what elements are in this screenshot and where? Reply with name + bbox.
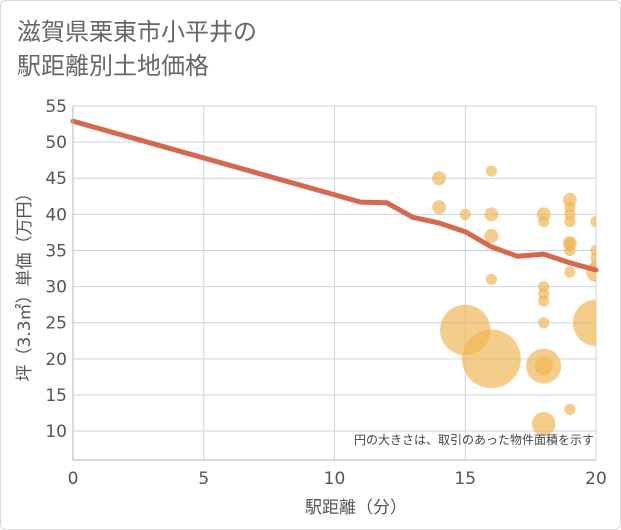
tick-labels: 10 15 20 25 30 35 40 45 50 55 0 5 10 15 20 xyxy=(45,97,606,489)
y-axis-title: 坪（3.3㎡）単価（万円） xyxy=(15,184,35,381)
data-point xyxy=(484,207,499,222)
x-tick-label: 10 xyxy=(324,469,346,489)
data-point xyxy=(485,165,497,177)
axes xyxy=(72,106,596,461)
trend-line-group xyxy=(70,118,599,273)
x-tick-label: 20 xyxy=(585,469,607,489)
data-point xyxy=(538,317,550,329)
data-point xyxy=(531,411,556,436)
data-points xyxy=(432,165,596,436)
data-point xyxy=(485,273,497,285)
data-point xyxy=(564,215,576,228)
data-point xyxy=(534,356,553,376)
x-tick-label: 15 xyxy=(454,469,476,489)
data-point xyxy=(432,200,447,215)
grid-lines xyxy=(72,105,597,460)
y-tick-label: 40 xyxy=(45,205,67,225)
y-tick-label: 25 xyxy=(45,314,67,334)
y-tick-label: 15 xyxy=(45,386,67,406)
data-point xyxy=(590,215,596,228)
data-point xyxy=(564,244,576,257)
trend-line xyxy=(70,118,599,273)
y-tick-label: 50 xyxy=(45,133,67,153)
x-tick-label: 0 xyxy=(68,469,79,489)
data-point xyxy=(459,208,471,220)
y-tick-label: 35 xyxy=(45,241,67,261)
data-point xyxy=(538,295,550,307)
data-point xyxy=(462,329,521,389)
y-tick-label: 55 xyxy=(45,97,67,117)
x-axis-title: 駅距離（分） xyxy=(305,498,407,518)
data-point xyxy=(432,171,447,186)
data-point xyxy=(484,229,499,244)
y-tick-label: 20 xyxy=(45,350,67,370)
chart-title-line-2: 駅距離別土地価格 xyxy=(17,52,209,80)
y-tick-label: 30 xyxy=(45,278,67,298)
size-note: 円の大きさは、取引のあった物件面積を示す xyxy=(354,432,594,447)
y-tick-label: 45 xyxy=(45,169,67,189)
data-point xyxy=(564,266,576,278)
chart-title: 滋賀県栗東市小平井の 駅距離別土地価格 xyxy=(17,15,257,83)
data-point xyxy=(538,215,550,228)
y-tick-label: 10 xyxy=(45,422,67,442)
data-point xyxy=(572,299,596,346)
chart-title-line-1: 滋賀県栗東市小平井の xyxy=(17,18,257,46)
data-point xyxy=(564,403,576,416)
x-tick-label: 5 xyxy=(198,469,209,489)
